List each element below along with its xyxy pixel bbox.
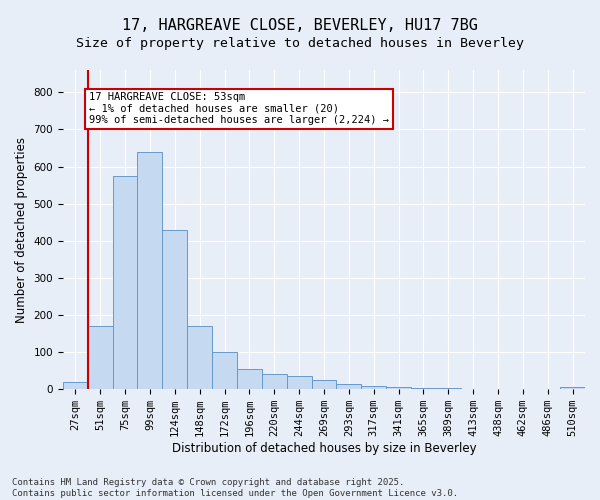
Bar: [187, 326, 212, 389]
Bar: [560, 388, 585, 389]
Bar: [337, 384, 361, 389]
Bar: [63, 382, 88, 389]
Text: Contains HM Land Registry data © Crown copyright and database right 2025.
Contai: Contains HM Land Registry data © Crown c…: [12, 478, 458, 498]
Y-axis label: Number of detached properties: Number of detached properties: [15, 136, 28, 322]
Bar: [212, 352, 237, 389]
Bar: [262, 374, 287, 389]
Bar: [311, 380, 337, 389]
Text: Size of property relative to detached houses in Beverley: Size of property relative to detached ho…: [76, 38, 524, 51]
Bar: [287, 376, 311, 389]
Bar: [436, 388, 461, 389]
Bar: [163, 230, 187, 389]
Text: 17, HARGREAVE CLOSE, BEVERLEY, HU17 7BG: 17, HARGREAVE CLOSE, BEVERLEY, HU17 7BG: [122, 18, 478, 32]
Bar: [411, 388, 436, 389]
Bar: [386, 388, 411, 389]
Bar: [361, 386, 386, 389]
Bar: [237, 369, 262, 389]
Text: 17 HARGREAVE CLOSE: 53sqm
← 1% of detached houses are smaller (20)
99% of semi-d: 17 HARGREAVE CLOSE: 53sqm ← 1% of detach…: [89, 92, 389, 126]
Bar: [137, 152, 163, 389]
Bar: [88, 326, 113, 389]
Bar: [113, 176, 137, 389]
X-axis label: Distribution of detached houses by size in Beverley: Distribution of detached houses by size …: [172, 442, 476, 455]
